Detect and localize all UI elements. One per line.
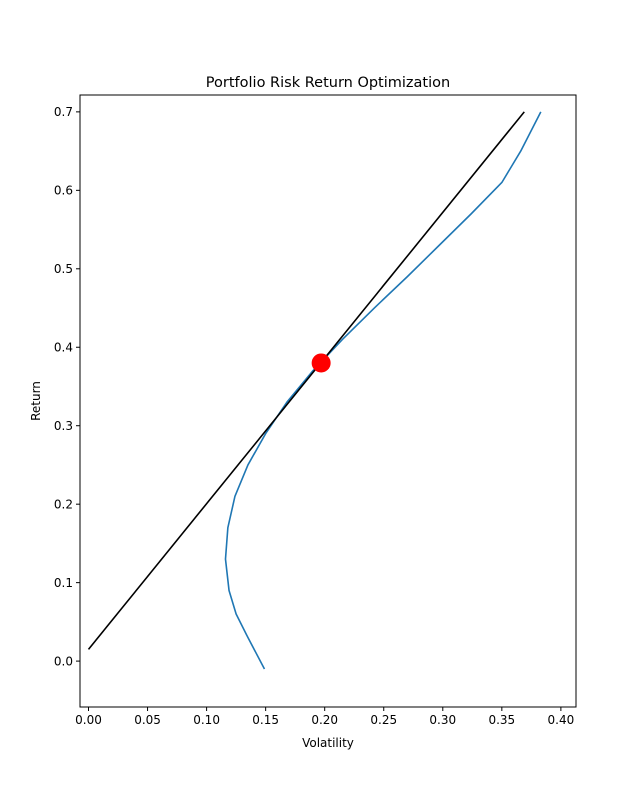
frontier-curve-line [224, 111, 542, 670]
y-tick-label: 0.1 [54, 576, 73, 590]
y-axis: 0.0 0.1 0.2 0.3 0.4 0.5 0.6 0.7 [54, 105, 80, 668]
y-axis-label: Return [29, 381, 43, 421]
y-tick-label: 0.7 [54, 105, 73, 119]
y-tick-label: 0.0 [54, 654, 73, 668]
x-tick-label: 0.35 [488, 713, 515, 727]
y-tick-label: 0.2 [54, 497, 73, 511]
tangency-portfolio-marker [311, 353, 331, 373]
capital-market-line-line [87, 111, 525, 650]
y-tick-label: 0.4 [54, 341, 73, 355]
axes-frame [79, 94, 577, 708]
plot-area [87, 111, 542, 670]
x-axis: 0.00 0.05 0.10 0.15 0.20 0.25 0.30 0.35 0.40 [75, 707, 574, 727]
y-tick-label: 0.5 [54, 262, 73, 276]
x-tick-label: 0.05 [134, 713, 161, 727]
x-tick-label: 0.20 [311, 713, 338, 727]
y-tick-label: 0.6 [54, 184, 73, 198]
x-tick-label: 0.00 [75, 713, 102, 727]
x-tick-label: 0.10 [193, 713, 220, 727]
x-tick-label: 0.40 [548, 713, 575, 727]
x-tick-label: 0.25 [370, 713, 397, 727]
y-tick-label: 0.3 [54, 419, 73, 433]
x-tick-label: 0.15 [252, 713, 279, 727]
x-tick-label: 0.30 [429, 713, 456, 727]
chart-title: Portfolio Risk Return Optimization [206, 75, 450, 91]
x-axis-label: Volatility [302, 736, 354, 750]
